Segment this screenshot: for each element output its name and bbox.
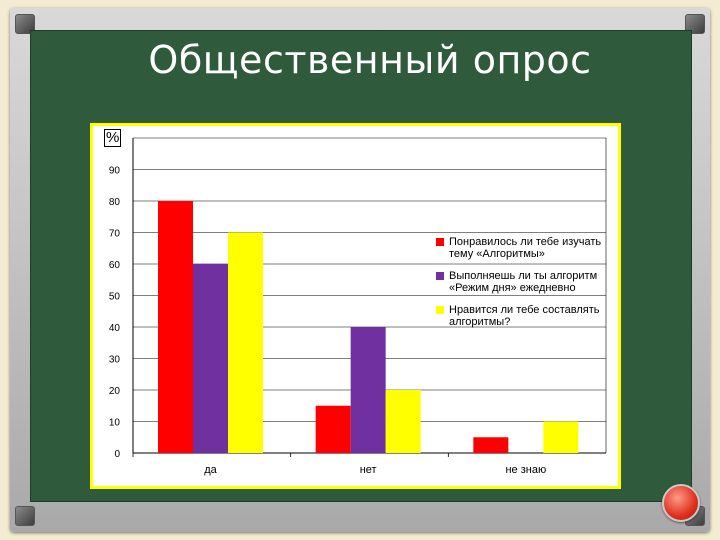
legend-item: Нравится ли тебе составлять алгоритмы?	[435, 304, 620, 328]
y-tick-label: 0	[114, 449, 120, 460]
bar	[158, 201, 193, 453]
legend-swatch	[436, 238, 444, 246]
y-axis-unit-label: %	[104, 129, 122, 147]
bar	[473, 437, 509, 453]
frame-corner-bolt-icon	[685, 14, 705, 34]
y-tick-label: 90	[109, 166, 121, 177]
bar	[193, 264, 228, 453]
chart-legend: Понравилось ли тебе изучать тему «Алгори…	[435, 236, 620, 338]
bar	[543, 421, 579, 453]
legend-label: Понравилось ли тебе изучать тему «Алгори…	[449, 236, 602, 260]
next-slide-button[interactable]	[662, 484, 700, 522]
legend-item: Выполняешь ли ты алгоритм «Режим дня» еж…	[435, 270, 620, 294]
legend-item: Понравилось ли тебе изучать тему «Алгори…	[435, 236, 620, 260]
bar	[350, 327, 386, 453]
y-tick-label: 20	[109, 386, 121, 397]
y-tick-label: 80	[109, 197, 121, 208]
y-tick-label: 30	[109, 355, 121, 366]
bar	[315, 405, 351, 453]
x-category-label: да	[204, 464, 217, 476]
y-tick-label: 50	[109, 292, 121, 303]
legend-swatch	[436, 306, 444, 314]
y-tick-label: 10	[109, 418, 121, 429]
bar	[385, 390, 421, 453]
legend-label: Нравится ли тебе составлять алгоритмы?	[449, 304, 600, 328]
y-tick-label: 40	[109, 323, 121, 334]
bar-chart: 0 10 20 30 40 50 60 70 80 90 да нет не знаю	[109, 137, 607, 476]
frame-corner-bolt-icon	[15, 506, 35, 526]
frame-corner-bolt-icon	[15, 14, 35, 34]
slide-title: Общественный опрос	[148, 38, 592, 82]
bar	[228, 232, 263, 453]
x-category-label: нет	[360, 464, 377, 476]
chart-panel: 0 10 20 30 40 50 60 70 80 90 да нет не знаю % Понрав…	[90, 123, 621, 489]
legend-swatch	[436, 272, 444, 280]
y-tick-label: 60	[109, 260, 121, 271]
x-category-label: не знаю	[505, 464, 546, 476]
legend-label: Выполняешь ли ты алгоритм «Режим дня» еж…	[449, 270, 598, 294]
y-tick-label: 70	[109, 229, 121, 240]
